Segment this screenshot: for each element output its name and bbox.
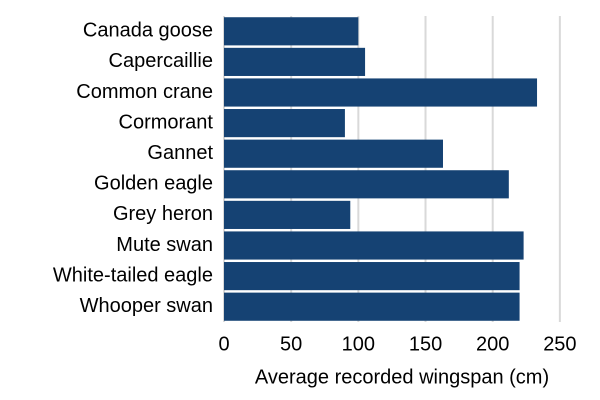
bar <box>224 292 520 321</box>
bar <box>224 139 443 168</box>
y-tick-label: Cormorant <box>119 111 214 133</box>
x-axis-title: Average recorded wingspan (cm) <box>255 366 549 388</box>
bar <box>224 17 359 46</box>
bar <box>224 47 366 76</box>
bar <box>224 109 345 138</box>
bar <box>224 262 520 291</box>
x-tick-label: 200 <box>476 333 509 355</box>
x-tick-label: 0 <box>218 333 229 355</box>
x-tick-label: 100 <box>342 333 375 355</box>
y-tick-label: Whooper swan <box>80 295 213 317</box>
x-tick-label: 250 <box>543 333 576 355</box>
bar <box>224 78 538 107</box>
x-tick-label: 150 <box>409 333 442 355</box>
bar <box>224 200 351 229</box>
y-tick-label: Golden eagle <box>94 173 213 195</box>
y-tick-label: Canada goose <box>83 20 213 42</box>
y-tick-label: White-tailed eagle <box>53 264 213 286</box>
bar <box>224 231 524 260</box>
x-tick-label: 50 <box>280 333 302 355</box>
bar <box>224 170 509 199</box>
y-tick-label: Mute swan <box>116 234 213 256</box>
y-tick-label: Capercaillie <box>109 50 214 72</box>
y-tick-label: Common crane <box>76 81 213 103</box>
y-tick-label: Gannet <box>147 142 213 164</box>
y-tick-label: Grey heron <box>113 203 213 225</box>
